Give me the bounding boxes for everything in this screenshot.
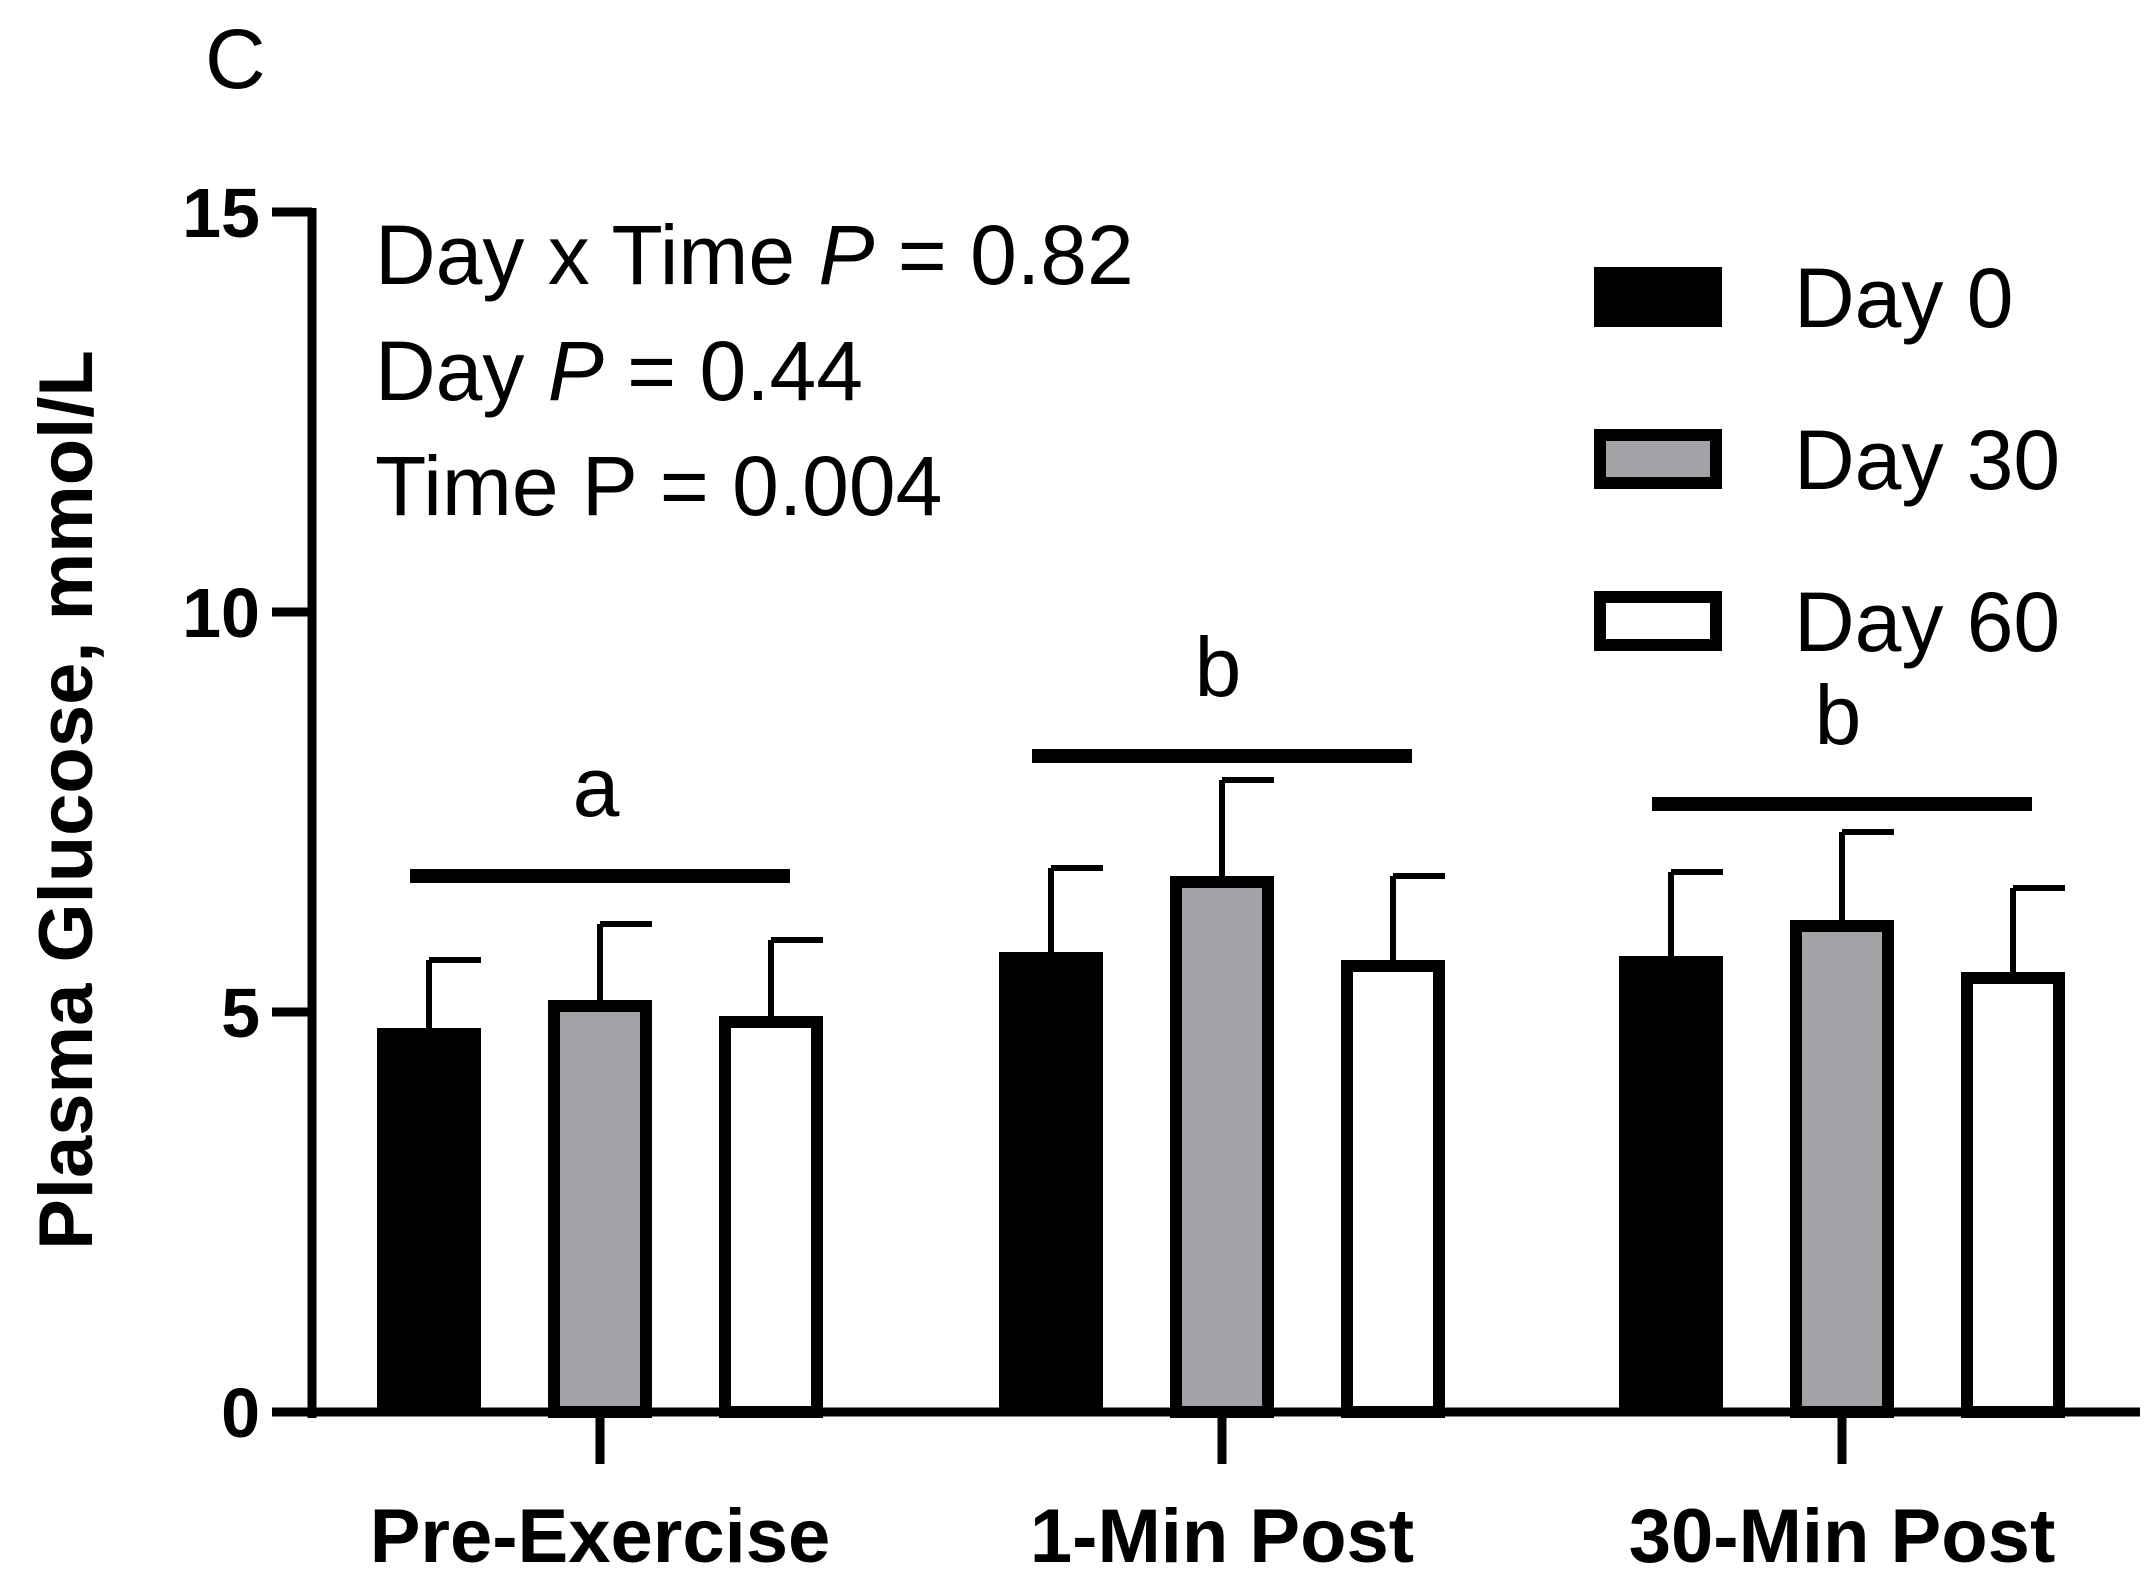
bar-day-0 — [377, 1028, 481, 1412]
bar-day-60 — [719, 1016, 823, 1418]
significance-letter: a — [573, 740, 620, 834]
bar-day-30 — [1790, 920, 1894, 1418]
y-axis-label: Plasma Glucose, mmol/L — [24, 350, 109, 1250]
x-tick-label: 1-Min Post — [1030, 1494, 1414, 1576]
x-tick-label: 30-Min Post — [1629, 1494, 2056, 1576]
y-tick-label: 0 — [221, 1374, 260, 1452]
legend-label: Day 30 — [1794, 413, 2060, 507]
plot-area: 0 5 10 15 Pre-Exercise 1-Min Post 30-Min Post a… — [182, 174, 2140, 1576]
y-tick-label: 15 — [182, 174, 260, 252]
bar-day-0 — [999, 952, 1103, 1412]
x-tick-label: Pre-Exercise — [370, 1494, 831, 1576]
y-tick-label: 5 — [221, 974, 260, 1052]
significance-letter: b — [1815, 668, 1862, 762]
bar-day-30 — [1170, 876, 1274, 1418]
y-tick-label: 10 — [182, 574, 260, 652]
bar-day-60 — [1961, 972, 2065, 1418]
significance-letter: b — [1195, 620, 1242, 714]
time-p-annotation: Time P = 0.004 — [375, 439, 942, 533]
day-p-annotation: Day P = 0.44 — [375, 324, 863, 418]
panel-label: C — [205, 12, 266, 106]
legend-swatch — [1594, 267, 1722, 327]
legend-label: Day 60 — [1794, 575, 2060, 669]
bar-day-0 — [1619, 956, 1723, 1412]
legend-label: Day 0 — [1794, 251, 2013, 345]
bar-day-60 — [1341, 960, 1445, 1418]
legend-swatch — [1594, 591, 1722, 651]
legend-swatch — [1594, 429, 1722, 489]
bar-day-30 — [548, 1000, 652, 1418]
interaction-p-annotation: Day x Time P = 0.82 — [375, 208, 1134, 302]
